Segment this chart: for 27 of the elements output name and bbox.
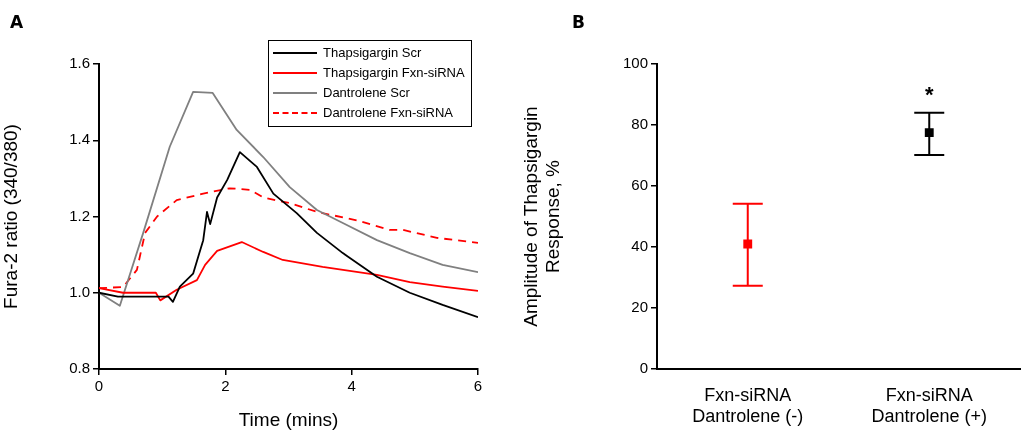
x-tick-label: Fxn-siRNA Dantrolene (+) bbox=[871, 384, 988, 427]
y-tick-label: 100 bbox=[622, 54, 648, 72]
x-tick-label: Fxn-siRNA Dantrolene (-) bbox=[692, 384, 804, 427]
chart-title: B bbox=[572, 12, 585, 32]
x-tick-label: 2 bbox=[221, 377, 230, 395]
legend-label: Thapsigargin Fxn-siRNA bbox=[323, 64, 465, 82]
y-tick-label: 1.0 bbox=[69, 282, 90, 300]
y-tick-label: 1.2 bbox=[69, 206, 90, 224]
y-axis-title: Amplitude of Thapsigargin Response, % bbox=[519, 106, 564, 327]
y-tick-label: 1.4 bbox=[69, 130, 90, 148]
y-tick-label: 20 bbox=[631, 298, 648, 316]
y-tick-label: 80 bbox=[631, 115, 648, 133]
x-tick-label: 4 bbox=[347, 377, 356, 395]
chart-title: A bbox=[10, 12, 24, 32]
y-axis-title: Fura-2 ratio (340/380) bbox=[0, 124, 21, 309]
x-axis-title: Time (mins) bbox=[238, 408, 339, 430]
legend-label: Dantrolene Fxn-siRNA bbox=[323, 104, 454, 122]
legend-label: Thapsigargin Scr bbox=[323, 44, 422, 62]
x-tick-label: 0 bbox=[94, 377, 104, 395]
y-tick-label: 60 bbox=[631, 176, 648, 194]
x-tick-label: 6 bbox=[473, 377, 483, 395]
annotation: * bbox=[924, 81, 934, 107]
y-tick-label: 40 bbox=[631, 237, 648, 255]
y-tick-label: 0.8 bbox=[69, 359, 90, 377]
legend-label: Dantrolene Scr bbox=[323, 84, 410, 102]
y-tick-label: 0 bbox=[639, 359, 648, 377]
y-tick-label: 1.6 bbox=[69, 54, 90, 72]
